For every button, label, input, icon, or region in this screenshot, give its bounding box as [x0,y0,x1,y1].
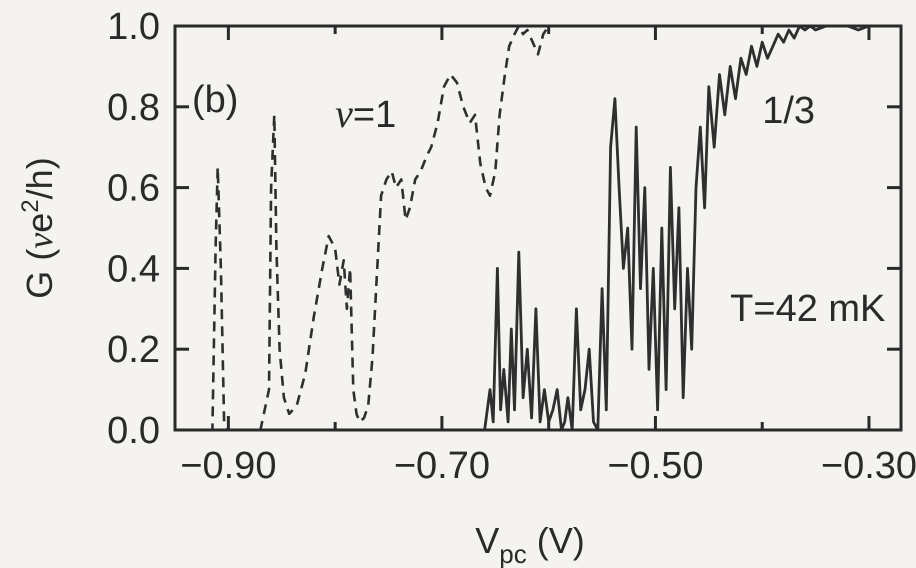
annotation-temp-text: T=42 mK [730,288,885,330]
y-tick-label: 0.8 [107,87,160,129]
annotation-third: 1/3 [762,90,815,132]
series-line-solid [483,26,901,430]
annotation-nu1-text: =1 [353,94,396,136]
y-tick-label: 1.0 [107,6,160,48]
annotation-temp: T=42 mK [730,288,885,330]
x-axis-title-sub: pc [499,539,526,568]
x-tick-label: −0.50 [607,445,703,487]
y-axis-title-nu: ν [20,233,60,249]
y-axis-title-mid: e [19,213,60,233]
x-tick-label: −0.30 [821,445,916,487]
x-axis-title-unit: (V) [527,520,585,561]
y-tick-label: 0.6 [107,168,160,210]
labels-layer: −0.90 −0.70 −0.50 −0.30 0.0 0.2 0.4 0.6 0.8 1.0 [107,6,916,487]
y-tick-label: 0.4 [107,248,160,290]
x-tick-label: −0.70 [394,445,490,487]
y-axis-title-prefix: G ( [19,249,60,299]
series-layer [175,26,901,430]
y-axis-title-sup: 2 [17,199,44,212]
annotation-nu1-italic: ν [335,91,353,136]
panel-label: (b) [192,79,238,121]
ticks-layer [175,24,901,432]
plot-frame [173,24,903,432]
annotation-third-text: 1/3 [762,90,815,132]
x-axis-title: Vpc (V) [475,520,584,568]
y-axis-title: G (νe2/h) [17,157,60,298]
annotation-nu1: ν=1 [335,91,396,136]
y-tick-label: 0.2 [107,329,160,371]
y-axis-title-suffix: /h) [19,157,60,199]
x-tick-label: −0.90 [180,445,276,487]
series-line-dashed [175,26,550,430]
x-axis-title-main: V [475,520,499,561]
annotation-layer: ν=1 1/3 T=42 mK [335,90,885,330]
y-tick-label: 0.0 [107,410,160,452]
